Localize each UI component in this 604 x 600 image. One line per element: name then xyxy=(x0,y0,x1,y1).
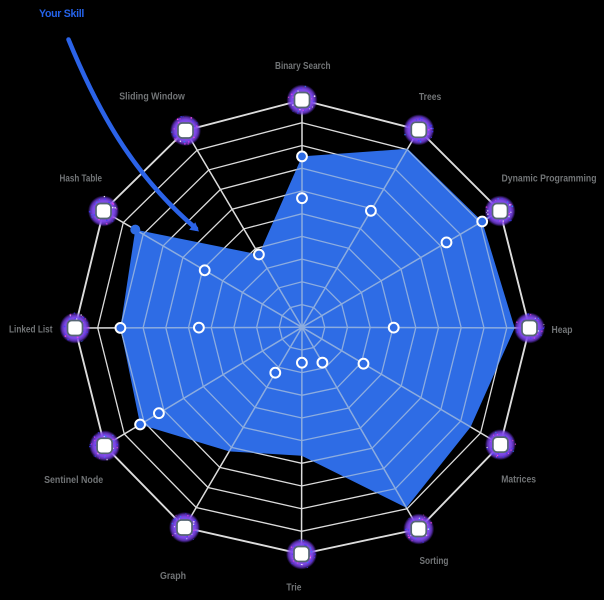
svg-text:Your Skill: Your Skill xyxy=(39,8,84,20)
svg-text:Graph: Graph xyxy=(160,571,186,582)
svg-text:Binary Search: Binary Search xyxy=(275,61,331,72)
svg-text:Sliding Window: Sliding Window xyxy=(119,91,185,102)
svg-text:Trees: Trees xyxy=(419,92,442,103)
svg-text:Heap: Heap xyxy=(552,325,573,336)
svg-text:Sentinel Node: Sentinel Node xyxy=(44,475,103,486)
svg-text:Sorting: Sorting xyxy=(420,556,449,567)
svg-text:Matrices: Matrices xyxy=(501,475,536,486)
svg-text:Linked List: Linked List xyxy=(9,324,53,335)
svg-text:Dynamic Programming: Dynamic Programming xyxy=(502,173,597,184)
svg-text:Hash Table: Hash Table xyxy=(60,173,103,184)
svg-text:Trie: Trie xyxy=(286,583,301,594)
